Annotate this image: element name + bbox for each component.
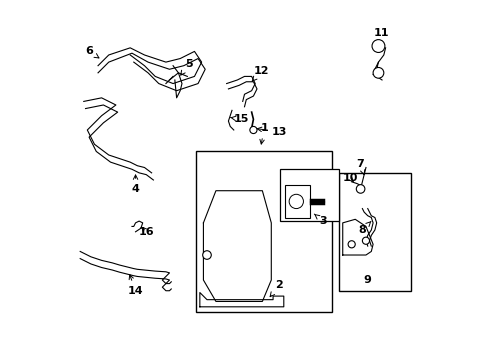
Text: 2: 2 (269, 280, 283, 297)
Bar (284, 185, 309, 217)
Circle shape (347, 241, 354, 248)
Text: 15: 15 (230, 114, 248, 124)
Circle shape (362, 237, 369, 244)
Text: 10: 10 (342, 173, 357, 183)
Bar (280, 169, 339, 221)
Bar (339, 173, 410, 291)
Text: 6: 6 (85, 46, 99, 58)
Text: 9: 9 (363, 275, 371, 285)
Text: 4: 4 (131, 175, 139, 194)
Text: 12: 12 (252, 66, 268, 81)
Bar (196, 152, 331, 312)
Circle shape (371, 40, 384, 53)
Circle shape (203, 251, 211, 259)
Text: 3: 3 (314, 214, 326, 226)
Text: 8: 8 (358, 221, 370, 235)
Text: 5: 5 (181, 59, 193, 75)
Text: 7: 7 (356, 159, 364, 175)
Circle shape (249, 126, 257, 134)
Text: 14: 14 (127, 275, 143, 296)
Text: 16: 16 (138, 227, 154, 237)
Circle shape (372, 67, 383, 78)
Text: 13: 13 (257, 127, 286, 137)
Text: 11: 11 (372, 28, 388, 45)
Text: 1: 1 (259, 123, 267, 144)
Circle shape (356, 185, 364, 193)
Circle shape (288, 194, 303, 208)
